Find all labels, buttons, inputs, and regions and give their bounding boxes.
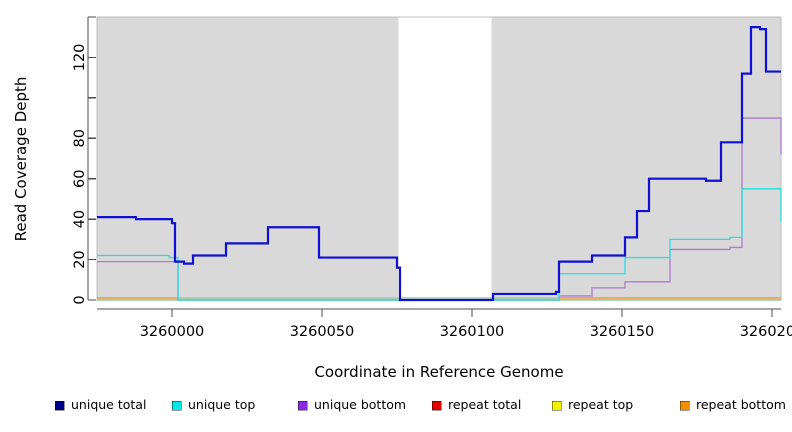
series-unique-total [97,26,781,302]
y-tick-label: 0 [72,295,88,304]
legend-swatch-icon [679,400,690,411]
y-tick-label: 60 [72,169,88,187]
x-tick-group: 3260000 3260050 3260100 3260150 3260200 [140,309,792,340]
legend-item-repeat-bottom[interactable]: repeat bottom [679,397,786,412]
x-tick-label: 3260100 [440,324,505,340]
y-axis-title: Read Coverage Depth [12,77,30,242]
y-tick-label: 80 [72,129,88,147]
legend-label: unique top [188,397,255,412]
legend-swatch-icon [171,400,182,411]
x-tick-label: 3260200 [740,324,792,340]
legend-label: repeat top [568,397,633,412]
y-tick-label: 20 [72,250,88,268]
legend-item-repeat-top[interactable]: repeat top [551,397,633,412]
legend-label: unique bottom [314,397,406,412]
y-tick-label: 40 [72,210,88,228]
plot-panel-backgrounds [96,16,782,301]
x-axis-title: Coordinate in Reference Genome [314,363,563,381]
legend-label: unique total [71,397,146,412]
legend-item-repeat-total[interactable]: repeat total [431,397,521,412]
legend-swatch-icon [54,400,65,411]
legend-item-unique-top[interactable]: unique top [171,397,255,412]
legend-item-unique-total[interactable]: unique total [54,397,146,412]
axes-group: 0 20 40 60 80 120 3260000 3260050 3260100 326015… [72,16,792,340]
x-tick-label: 3260050 [290,324,355,340]
plot-region-unique-gap [398,17,492,300]
plot-region-repeat-region-right [491,17,781,300]
y-tick-group: 0 20 40 60 80 120 [72,16,96,305]
x-tick-label: 3260000 [140,324,205,340]
legend-swatch-icon [551,400,562,411]
legend-swatch-icon [431,400,442,411]
x-tick-label: 3260150 [590,324,655,340]
legend-label: repeat total [448,397,521,412]
series-group [97,26,782,302]
legend-label: repeat bottom [696,397,786,412]
legend: unique total unique top unique bottom repea… [54,397,786,412]
plot-region-repeat-region-left [97,17,399,300]
legend-item-unique-bottom[interactable]: unique bottom [297,397,406,412]
legend-swatch-icon [297,400,308,411]
y-tick-label: 120 [72,44,88,72]
